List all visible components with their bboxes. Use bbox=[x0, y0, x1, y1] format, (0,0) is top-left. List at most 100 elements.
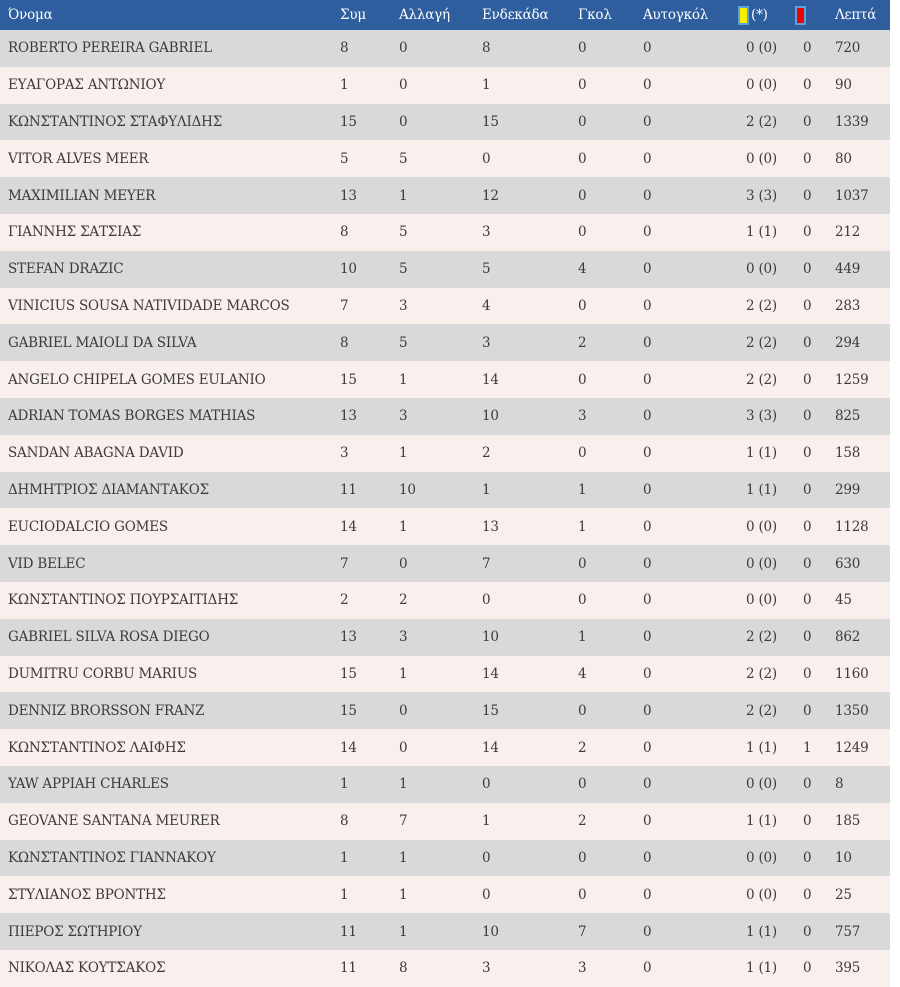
col-header-starting-eleven: Ενδεκάδα bbox=[482, 7, 549, 23]
yellow-cards-cell: 1 (1) bbox=[746, 923, 778, 940]
yellow-cards-cell: 1 (1) bbox=[746, 481, 778, 498]
substitution-cell: 1 bbox=[399, 849, 408, 866]
yellow-cards-cell: 2 (2) bbox=[746, 113, 778, 130]
red-cards-cell: 0 bbox=[803, 592, 812, 609]
appearances-cell: 8 bbox=[340, 224, 349, 241]
minutes-cell: 8 bbox=[835, 776, 844, 793]
own-goals-cell: 0 bbox=[643, 813, 652, 830]
substitution-cell: 8 bbox=[399, 960, 408, 977]
appearances-cell: 2 bbox=[340, 592, 349, 609]
goals-cell: 3 bbox=[578, 408, 587, 425]
player-name-cell: EUCIODALCIO GOMES bbox=[8, 518, 168, 535]
substitution-cell: 0 bbox=[399, 77, 408, 94]
goals-cell: 0 bbox=[578, 592, 587, 609]
yellow-cards-cell: 2 (2) bbox=[746, 629, 778, 646]
minutes-cell: 862 bbox=[835, 629, 861, 646]
player-name-cell: ADRIAN TOMAS BORGES MATHIAS bbox=[8, 408, 256, 425]
substitution-cell: 1 bbox=[399, 886, 408, 903]
table-body: ROBERTO PEREIRA GABRIEL 8 0 8 0 0 0 (0) … bbox=[0, 30, 890, 987]
player-name-cell: GEOVANE SANTANA MEURER bbox=[8, 813, 220, 830]
minutes-cell: 10 bbox=[835, 849, 852, 866]
starting-eleven-cell: 1 bbox=[482, 813, 491, 830]
starting-eleven-cell: 12 bbox=[482, 187, 499, 204]
table-row: GABRIEL MAIOLI DA SILVA 8 5 3 2 0 2 (2) … bbox=[0, 324, 890, 362]
table-row: ΚΩΝΣΤΑΝΤΙΝΟΣ ΣΤΑΦΥΛΙΔΗΣ 15 0 15 0 0 2 (2… bbox=[0, 103, 890, 141]
minutes-cell: 185 bbox=[835, 813, 861, 830]
player-name-cell: ΚΩΝΣΤΑΝΤΙΝΟΣ ΓΙΑΝΝΑΚΟΥ bbox=[8, 849, 216, 866]
minutes-cell: 720 bbox=[835, 40, 861, 57]
minutes-cell: 1128 bbox=[835, 518, 869, 535]
table-header-row: Όνομα Συμ Αλλαγή Ενδεκάδα Γκολ Αυτογκόλ … bbox=[0, 0, 890, 30]
red-cards-cell: 0 bbox=[803, 408, 812, 425]
table-row: SANDAN ABAGNA DAVID 3 1 2 0 0 1 (1) 0 15… bbox=[0, 434, 890, 472]
player-name-cell: ANGELO CHIPELA GOMES EULANIO bbox=[8, 371, 266, 388]
goals-cell: 7 bbox=[578, 923, 587, 940]
substitution-cell: 5 bbox=[399, 224, 408, 241]
goals-cell: 1 bbox=[578, 629, 587, 646]
minutes-cell: 90 bbox=[835, 77, 852, 94]
own-goals-cell: 0 bbox=[643, 408, 652, 425]
goals-cell: 0 bbox=[578, 886, 587, 903]
table-row: ΓΙΑΝΝΗΣ ΣΑΤΣΙΑΣ 8 5 3 0 0 1 (1) 0 212 bbox=[0, 213, 890, 251]
minutes-cell: 1249 bbox=[835, 739, 869, 756]
player-name-cell: VITOR ALVES MEER bbox=[8, 150, 149, 167]
yellow-cards-cell: 1 (1) bbox=[746, 960, 778, 977]
player-name-cell: ΠΙΕΡΟΣ ΣΩΤΗΡΙΟΥ bbox=[8, 923, 142, 940]
own-goals-cell: 0 bbox=[643, 371, 652, 388]
starting-eleven-cell: 10 bbox=[482, 629, 499, 646]
player-name-cell: ΓΙΑΝΝΗΣ ΣΑΤΣΙΑΣ bbox=[8, 224, 142, 241]
goals-cell: 0 bbox=[578, 187, 587, 204]
player-name-cell: VID BELEC bbox=[8, 555, 86, 572]
goals-cell: 0 bbox=[578, 224, 587, 241]
appearances-cell: 10 bbox=[340, 261, 357, 278]
player-name-cell: ΚΩΝΣΤΑΝΤΙΝΟΣ ΣΤΑΦΥΛΙΔΗΣ bbox=[8, 113, 223, 130]
appearances-cell: 8 bbox=[340, 40, 349, 57]
col-header-substitution: Αλλαγή bbox=[399, 7, 450, 23]
col-header-own-goals: Αυτογκόλ bbox=[643, 7, 709, 23]
minutes-cell: 630 bbox=[835, 555, 861, 572]
red-cards-cell: 0 bbox=[803, 445, 812, 462]
goals-cell: 0 bbox=[578, 150, 587, 167]
col-header-appearances: Συμ bbox=[340, 7, 366, 23]
starting-eleven-cell: 1 bbox=[482, 481, 491, 498]
appearances-cell: 1 bbox=[340, 886, 349, 903]
substitution-cell: 1 bbox=[399, 518, 408, 535]
table-row: DUMITRU CORBU MARIUS 15 1 14 4 0 2 (2) 0… bbox=[0, 655, 890, 693]
substitution-cell: 5 bbox=[399, 261, 408, 278]
appearances-cell: 11 bbox=[340, 923, 357, 940]
red-cards-cell: 0 bbox=[803, 77, 812, 94]
substitution-cell: 1 bbox=[399, 371, 408, 388]
own-goals-cell: 0 bbox=[643, 77, 652, 94]
appearances-cell: 15 bbox=[340, 371, 357, 388]
appearances-cell: 14 bbox=[340, 739, 357, 756]
appearances-cell: 8 bbox=[340, 813, 349, 830]
col-header-minutes: Λεπτά bbox=[835, 7, 877, 23]
yellow-cards-cell: 2 (2) bbox=[746, 665, 778, 682]
own-goals-cell: 0 bbox=[643, 592, 652, 609]
minutes-cell: 449 bbox=[835, 261, 861, 278]
red-cards-cell: 1 bbox=[803, 739, 812, 756]
yellow-cards-cell: 0 (0) bbox=[746, 150, 778, 167]
minutes-cell: 80 bbox=[835, 150, 852, 167]
red-card-icon bbox=[795, 5, 806, 25]
substitution-cell: 5 bbox=[399, 150, 408, 167]
red-cards-cell: 0 bbox=[803, 886, 812, 903]
starting-eleven-cell: 10 bbox=[482, 408, 499, 425]
own-goals-cell: 0 bbox=[643, 849, 652, 866]
red-cards-cell: 0 bbox=[803, 224, 812, 241]
table-row: STEFAN DRAZIC 10 5 5 4 0 0 (0) 0 449 bbox=[0, 250, 890, 288]
starting-eleven-cell: 0 bbox=[482, 592, 491, 609]
table-row: ANGELO CHIPELA GOMES EULANIO 15 1 14 0 0… bbox=[0, 361, 890, 398]
yellow-cards-cell: 1 (1) bbox=[746, 739, 778, 756]
table-row: ADRIAN TOMAS BORGES MATHIAS 13 3 10 3 0 … bbox=[0, 397, 890, 435]
own-goals-cell: 0 bbox=[643, 113, 652, 130]
table-row: VITOR ALVES MEER 5 5 0 0 0 0 (0) 0 80 bbox=[0, 140, 890, 178]
yellow-cards-cell: 0 (0) bbox=[746, 555, 778, 572]
goals-cell: 0 bbox=[578, 40, 587, 57]
substitution-cell: 7 bbox=[399, 813, 408, 830]
appearances-cell: 8 bbox=[340, 334, 349, 351]
red-cards-cell: 0 bbox=[803, 187, 812, 204]
red-cards-cell: 0 bbox=[803, 371, 812, 388]
